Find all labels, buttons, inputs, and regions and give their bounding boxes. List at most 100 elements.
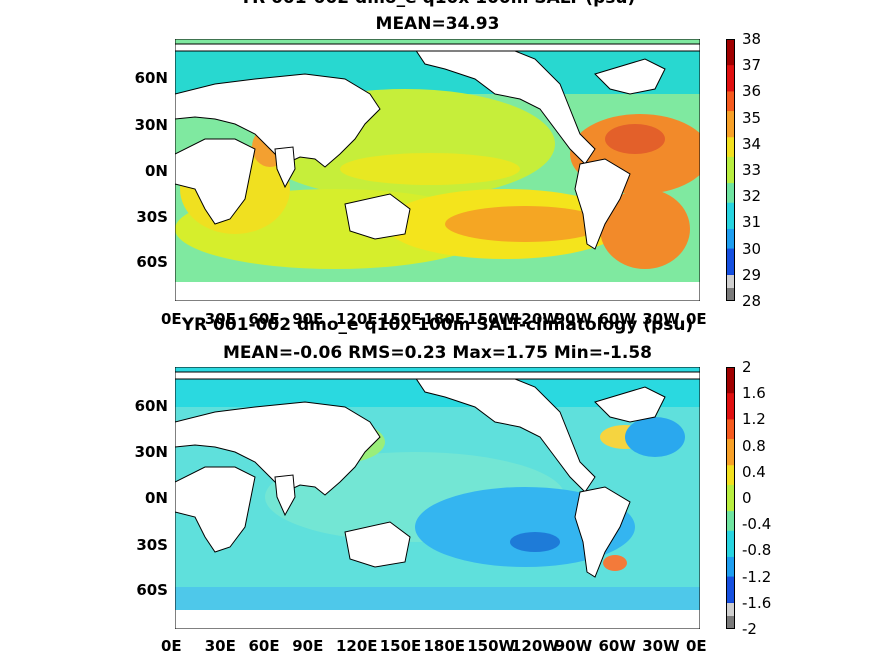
chart2-colorbar-tick: 1.6 (742, 384, 766, 403)
chart1-colorbar-tick: 33 (742, 161, 762, 179)
chart2-colorbar-tick: -1.2 (742, 567, 772, 586)
chart1-xtick: 30E (204, 310, 236, 328)
colorbar-swatch (726, 367, 735, 375)
colorbar-swatch (726, 399, 735, 407)
colorbar-swatch (726, 471, 735, 479)
colorbar-frame (726, 367, 735, 629)
colorbar-swatch (726, 248, 735, 256)
chart2-colorbar-tick: 0 (742, 489, 752, 507)
colorbar-swatch (726, 176, 735, 184)
colorbar-swatch (726, 242, 735, 250)
colorbar-swatch (726, 130, 735, 138)
chart2-xtick: 150E (379, 637, 422, 655)
colorbar-swatch (726, 412, 735, 420)
colorbar-swatch (726, 222, 735, 230)
colorbar-swatch (726, 150, 735, 158)
colorbar-swatch (726, 215, 735, 223)
colorbar-swatch (726, 91, 735, 99)
colorbar-swatch (726, 524, 735, 532)
colorbar-swatch (726, 393, 735, 401)
colorbar-under-swatch (726, 288, 735, 301)
colorbar-swatch (726, 235, 735, 243)
chart2-colorbar-tick: -0.8 (742, 541, 772, 560)
chart1-colorbar-tick: 38 (742, 30, 762, 48)
chart1-title: YR 001-002 dmo_e q10x 100m SALT (psu) (175, 0, 700, 8)
chart2-xtick: 60E (248, 637, 280, 655)
chart2-colorbar-tick: 0.4 (742, 462, 766, 481)
chart2-colorbar-tick: 2 (742, 358, 752, 376)
colorbar-swatch (726, 406, 735, 414)
chart2-xtick: 0E (686, 637, 707, 655)
colorbar-swatch (726, 563, 735, 571)
chart1-colorbar-tick: 34 (742, 134, 762, 153)
colorbar-under-swatch (726, 275, 735, 288)
chart2-colorbar-tick: -2 (742, 620, 757, 638)
chart1-xtick: 90E (292, 310, 324, 328)
colorbar-swatch (726, 570, 735, 578)
colorbar-swatch (726, 78, 735, 86)
colorbar-swatch (726, 202, 735, 210)
colorbar-swatch (726, 137, 735, 145)
colorbar-swatch (726, 143, 735, 151)
colorbar-swatch (726, 111, 735, 119)
colorbar-swatch (726, 156, 735, 164)
chart2-ytick: 0N (145, 489, 168, 507)
chart1-xtick: 150W (467, 310, 516, 328)
chart1-ytick: 60S (136, 253, 168, 271)
colorbar-swatch (726, 183, 735, 191)
chart2-xtick: 0E (161, 637, 182, 655)
colorbar-under-swatch (726, 616, 735, 629)
colorbar-swatch (726, 163, 735, 171)
chart2-xtick: 30E (204, 637, 236, 655)
colorbar-swatch (726, 439, 735, 447)
chart2-ytick: 60N (134, 397, 168, 415)
colorbar-swatch (726, 465, 735, 473)
chart2-colorbar-tick: 1.2 (742, 410, 766, 429)
colorbar-swatch (726, 583, 735, 591)
colorbar-swatch (726, 65, 735, 73)
colorbar-swatch (726, 268, 735, 276)
colorbar-swatch (726, 425, 735, 433)
chart2-xtick: 150W (467, 637, 516, 655)
colorbar-swatch (726, 419, 735, 427)
colorbar-swatch (726, 117, 735, 125)
colorbar-swatch (726, 209, 735, 217)
colorbar-swatch (726, 124, 735, 132)
chart2-colorbar-tick: -1.6 (742, 593, 772, 612)
chart1-xtick: 90W (554, 310, 593, 328)
chart2-colorbar-tick: 0.8 (742, 436, 766, 455)
colorbar-swatch (726, 373, 735, 381)
chart1-colorbar-tick: 30 (742, 239, 762, 258)
chart1-xtick: 120W (511, 310, 559, 328)
colorbar-under-swatch (726, 603, 735, 616)
chart1-xtick: 0E (161, 310, 182, 328)
chart2-xtick: 60W (598, 637, 636, 655)
colorbar-swatch (726, 255, 735, 263)
chart2-ytick: 60S (136, 581, 168, 599)
colorbar-frame (726, 39, 735, 301)
chart1-xtick: 120E (336, 310, 378, 328)
chart1-colorbar-tick: 31 (742, 213, 762, 232)
chart1-colorbar-tick: 29 (742, 265, 762, 284)
chart1-xtick: 0E (686, 310, 707, 328)
colorbar-swatch (726, 550, 735, 558)
colorbar-swatch (726, 589, 735, 597)
chart1-xtick: 180E (423, 310, 466, 328)
colorbar-swatch (726, 445, 735, 453)
colorbar-swatch (726, 261, 735, 269)
chart1-xtick: 60W (598, 310, 636, 328)
chart2-xtick: 90E (292, 637, 324, 655)
chart2-subtitle: MEAN=-0.06 RMS=0.23 Max=1.75 Min=-1.58 (223, 343, 652, 363)
colorbar-swatch (726, 45, 735, 53)
colorbar-swatch (726, 189, 735, 197)
colorbar-swatch (726, 386, 735, 394)
chart1-ytick: 60N (134, 69, 168, 87)
chart1-colorbar-tick: 35 (742, 108, 762, 127)
chart2-xtick: 120E (336, 637, 378, 655)
colorbar-swatch (726, 458, 735, 466)
chart2-xtick: 30W (642, 637, 680, 655)
colorbar-swatch (726, 491, 735, 499)
chart2-ytick: 30N (134, 443, 168, 461)
colorbar-swatch (726, 380, 735, 388)
colorbar-swatch (726, 478, 735, 486)
